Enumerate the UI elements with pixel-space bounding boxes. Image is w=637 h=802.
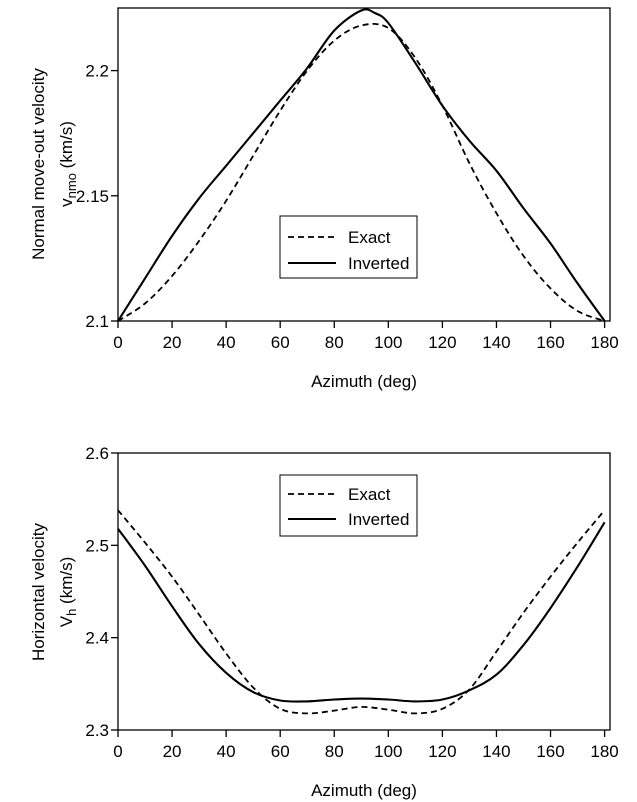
plot-frame xyxy=(117,7,611,322)
y-unit-text: (km/s) xyxy=(57,557,76,609)
x-tick-label: 40 xyxy=(217,742,236,761)
x-tick-label: 20 xyxy=(163,333,182,352)
y-unit-text: (km/s) xyxy=(57,121,76,173)
legend-label-exact: Exact xyxy=(348,228,391,247)
x-tick-label: 120 xyxy=(428,333,456,352)
x-ticks: 0 20 40 60 80 100 120 140 160 180 xyxy=(113,730,619,761)
y-tick-label: 2.1 xyxy=(85,312,109,331)
x-tick-label: 100 xyxy=(374,333,402,352)
series-line-inverted xyxy=(117,521,606,703)
horizontal-velocity-chart: 0 20 40 60 80 100 120 140 160 180 2.3 2.4 2.5 2.6 Az… xyxy=(29,444,619,800)
y-unit-symbol: V xyxy=(57,615,76,627)
series-group xyxy=(117,8,606,322)
x-tick-label: 160 xyxy=(536,333,564,352)
legend-box xyxy=(279,474,418,537)
x-tick-label: 80 xyxy=(325,333,344,352)
x-tick-label: 180 xyxy=(590,333,618,352)
x-tick-label: 60 xyxy=(271,333,290,352)
plot-frame xyxy=(117,452,611,731)
y-tick-label: 2.5 xyxy=(85,536,109,555)
x-axis-label: Azimuth (deg) xyxy=(311,372,417,391)
y-axis-unit-label: Vh (km/s) xyxy=(57,557,79,628)
x-tick-label: 160 xyxy=(536,742,564,761)
series-line-exact xyxy=(117,23,605,322)
x-tick-label: 180 xyxy=(590,742,618,761)
y-tick-label: 2.2 xyxy=(85,62,109,81)
y-unit-subscript: nmo xyxy=(64,173,79,198)
legend-label-inverted: Inverted xyxy=(348,254,409,273)
x-tick-label: 20 xyxy=(163,742,182,761)
y-tick-label: 2.4 xyxy=(85,629,109,648)
series-group xyxy=(117,509,606,715)
x-ticks: 0 20 40 60 80 100 120 140 160 180 xyxy=(113,321,619,352)
x-tick-label: 60 xyxy=(271,742,290,761)
x-tick-label: 140 xyxy=(482,333,510,352)
series-line-exact xyxy=(117,509,606,715)
x-tick-label: 100 xyxy=(374,742,402,761)
legend-label-exact: Exact xyxy=(348,485,391,504)
x-tick-label: 120 xyxy=(428,742,456,761)
y-axis-unit-label: vnmo (km/s) xyxy=(57,121,79,207)
y-tick-label: 2.3 xyxy=(85,721,109,740)
x-tick-label: 0 xyxy=(113,742,122,761)
y-tick-label: 2.15 xyxy=(76,187,109,206)
x-axis-label: Azimuth (deg) xyxy=(311,781,417,800)
legend-label-inverted: Inverted xyxy=(348,510,409,529)
x-tick-label: 40 xyxy=(217,333,236,352)
legend: Exact Inverted xyxy=(279,215,418,279)
series-line-inverted xyxy=(117,8,606,322)
y-axis-label: Horizontal velocity xyxy=(29,523,48,661)
nmo-velocity-chart: 0 20 40 60 80 100 120 140 160 180 2.1 2.15 2.2 Azim… xyxy=(29,7,619,391)
y-tick-label: 2.6 xyxy=(85,444,109,463)
y-axis-label: Normal move-out velocity xyxy=(29,68,48,260)
legend: Exact Inverted xyxy=(279,474,418,537)
y-unit-subscript: h xyxy=(64,609,79,616)
x-tick-label: 0 xyxy=(113,333,122,352)
x-tick-label: 140 xyxy=(482,742,510,761)
y-ticks: 2.1 2.15 2.2 xyxy=(76,62,118,331)
y-ticks: 2.3 2.4 2.5 2.6 xyxy=(85,444,118,740)
legend-box xyxy=(279,215,418,279)
y-unit-symbol: v xyxy=(57,198,76,207)
x-tick-label: 80 xyxy=(325,742,344,761)
